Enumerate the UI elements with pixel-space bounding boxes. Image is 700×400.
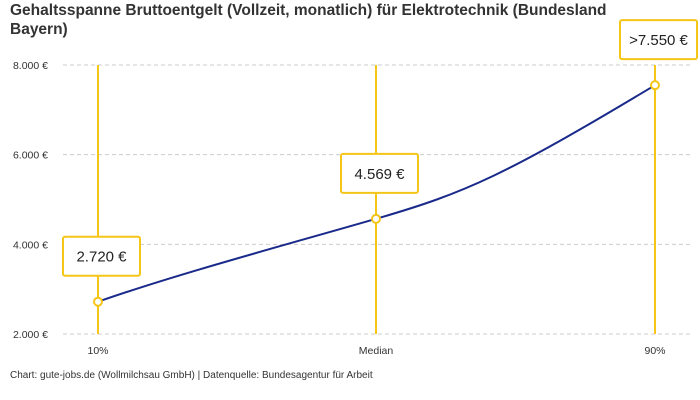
data-label-frame [619,19,698,61]
data-label-frame [62,235,141,277]
data-label-frame [340,152,419,194]
data-point [93,296,103,307]
data-label: 2.720 € [76,249,127,266]
x-tick-label: Median [359,345,394,357]
data-point [371,213,381,224]
data-label: >7.550 € [629,32,688,49]
chart-title: Gehaltsspanne Bruttoentgelt (Vollzeit, m… [10,2,607,38]
data-label-box: >7.550 € [619,19,698,61]
y-tick-label: 6.000 € [13,150,48,162]
data-label-box: 2.720 € [62,235,141,277]
data-point [650,80,660,91]
y-tick-label: 8.000 € [13,60,48,72]
x-tick-label: 90% [644,345,665,357]
y-tick-label: 2.000 € [13,329,48,341]
data-label: 4.569 € [354,166,405,183]
chart-source: Chart: gute-jobs.de (Wollmilchsau GmbH) … [10,370,373,381]
x-tick-label: 10% [87,345,108,357]
data-label-box: 4.569 € [340,152,419,194]
y-tick-label: 4.000 € [13,239,48,251]
